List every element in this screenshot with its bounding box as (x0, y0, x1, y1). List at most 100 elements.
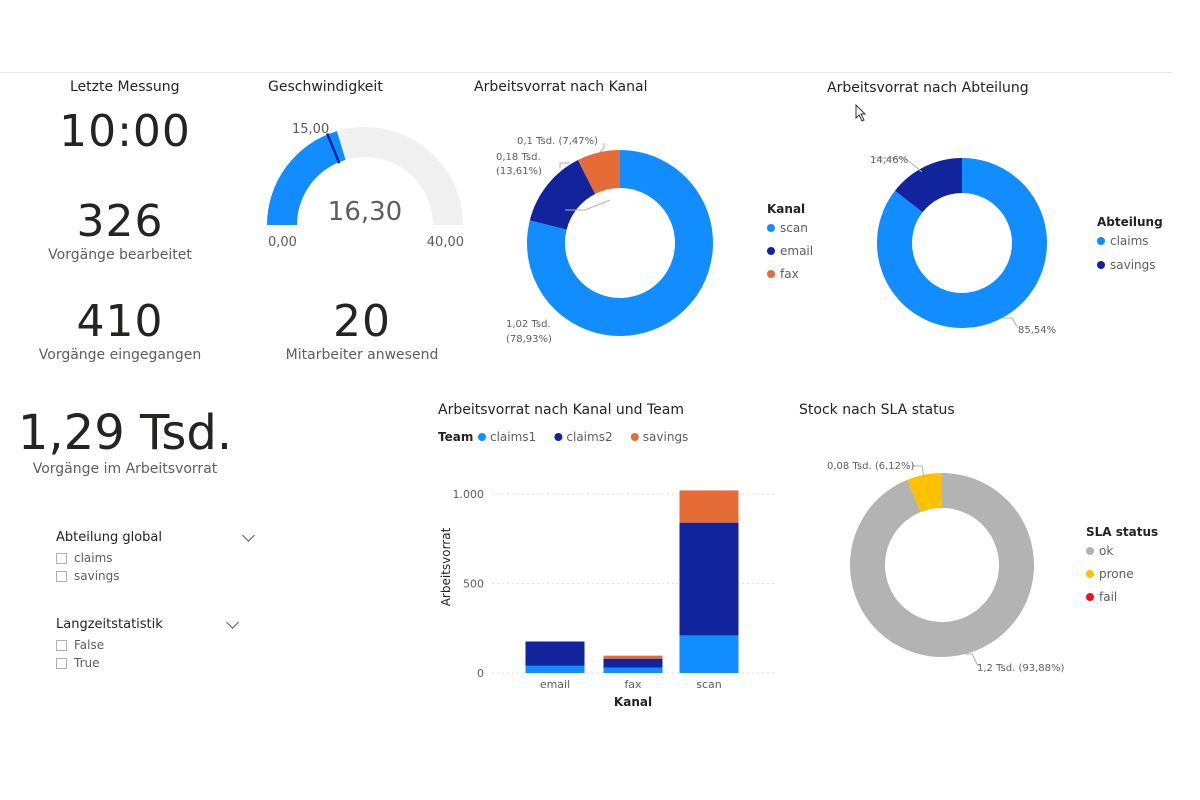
checkbox[interactable] (56, 640, 67, 651)
employees-label: Mitarbeiter anwesend (285, 347, 439, 363)
legend-marker (1097, 261, 1105, 269)
legend-item-claims2[interactable]: claims2 (566, 430, 612, 444)
gauge-title: Geschwindigkeit (268, 79, 383, 95)
gauge-value-arc (267, 131, 346, 225)
slicer-langzeit: Langzeitstatistik False True (56, 616, 256, 672)
slice-label-scan-pct: (78,93%) (506, 334, 552, 345)
bar-fax-claims2[interactable] (603, 658, 663, 668)
legend-item-fail[interactable]: fail (1099, 590, 1117, 604)
legend-item-email[interactable]: email (780, 244, 813, 258)
last-measure-value: 10:00 (59, 106, 191, 157)
leader-line (873, 157, 923, 173)
bar-email-claims1[interactable] (525, 665, 585, 673)
legend-item-fax[interactable]: fax (780, 267, 799, 281)
bar-scan-claims1[interactable] (679, 635, 739, 673)
slicer-option[interactable]: savings (56, 567, 256, 585)
legend-title: Team (438, 430, 473, 444)
legend-item-savings[interactable]: savings (1110, 258, 1156, 272)
employees-value: 20 (333, 296, 391, 347)
donut-sla: 0,08 Tsd. (6,12%) 1,2 Tsd. (93,88%) SLA … (827, 461, 1158, 674)
slicer-option[interactable]: True (56, 654, 256, 672)
bar-email-claims2[interactable] (525, 641, 585, 666)
backlog-value: 1,29 Tsd. (17, 405, 233, 461)
slice-savings[interactable] (894, 158, 962, 213)
slicer-abteilung: Abteilung global claims savings (56, 529, 256, 585)
legend-item-claims[interactable]: claims (1110, 234, 1149, 248)
slice-claims[interactable] (877, 158, 1047, 328)
legend-item-ok[interactable]: ok (1099, 544, 1113, 558)
leader-line (565, 199, 611, 211)
bar-fax-savings[interactable] (603, 655, 663, 659)
donut-abteilung: 14,46% 85,54% Abteilung claims savings (870, 155, 1163, 336)
gauge-min-label: 0,00 (268, 235, 297, 250)
bar-fax-claims1[interactable] (603, 667, 663, 673)
processed-value: 326 (76, 196, 164, 247)
received-value: 410 (76, 296, 164, 347)
gauge-target-label: 15,00 (292, 122, 329, 137)
stacked-bar-chart: Team claims1 claims2 savings 0 500 1.000 ema… (438, 430, 775, 709)
slice-scan[interactable] (527, 150, 713, 336)
checkbox[interactable] (56, 553, 67, 564)
slice-label-fax: 0,1 Tsd. (7,47%) (517, 136, 598, 147)
slicer-option[interactable]: claims (56, 549, 256, 567)
processed-label: Vorgänge bearbeitet (48, 247, 192, 263)
slice-label-prone: 0,08 Tsd. (6,12%) (827, 461, 914, 472)
legend-marker (1086, 570, 1094, 578)
kanal-chart-title: Arbeitsvorrat nach Kanal (474, 79, 648, 95)
slice-label-email-value: 0,18 Tsd. (496, 152, 541, 163)
legend-marker (478, 433, 486, 441)
legend-marker (767, 224, 775, 232)
legend-item-savings[interactable]: savings (643, 430, 689, 444)
slicer-abteilung-title: Abteilung global (56, 530, 162, 545)
legend-marker (1086, 547, 1094, 555)
legend-marker (1097, 237, 1105, 245)
legend-title: Kanal (767, 202, 805, 216)
bar-scan-savings[interactable] (679, 490, 739, 523)
x-tick-label: email (540, 678, 570, 691)
speed-gauge: 16,30 0,00 40,00 15,00 (267, 122, 464, 250)
gauge-value-label: 16,30 (328, 197, 402, 227)
legend-marker (554, 433, 563, 441)
legend-marker (767, 270, 775, 278)
legend-marker (630, 433, 639, 441)
legend-item-scan[interactable]: scan (780, 221, 808, 235)
legend-marker (767, 247, 775, 255)
received-label: Vorgänge eingegangen (38, 347, 202, 363)
gauge-max-label: 40,00 (427, 235, 464, 250)
leader-line (965, 653, 979, 667)
y-axis-label: Arbeitsvorrat (439, 527, 453, 606)
slice-prone[interactable] (907, 473, 942, 513)
y-tick-label: 500 (463, 578, 484, 591)
slice-label-claims: 85,54% (1018, 325, 1056, 336)
slice-ok[interactable] (850, 473, 1034, 657)
x-axis-label: Kanal (614, 695, 652, 709)
slice-label-savings: 14,46% (870, 155, 908, 166)
slice-label-email-pct: (13,61%) (496, 166, 542, 177)
mouse-cursor-icon (855, 104, 867, 122)
header-divider (0, 72, 1172, 73)
legend-marker (1086, 593, 1094, 601)
bar-scan-claims2[interactable] (679, 522, 739, 636)
slice-email[interactable] (529, 160, 596, 230)
legend-title: Abteilung (1097, 215, 1163, 229)
checkbox[interactable] (56, 571, 67, 582)
leader-line (599, 143, 605, 153)
x-tick-label: scan (696, 678, 722, 691)
x-tick-label: fax (624, 678, 642, 691)
sla-chart-title: Stock nach SLA status (799, 402, 955, 418)
bar-chart-title: Arbeitsvorrat nach Kanal und Team (438, 402, 685, 418)
backlog-label: Vorgänge im Arbeitsvorrat (32, 461, 218, 477)
slice-fax[interactable] (577, 150, 620, 194)
slice-label-scan-value: 1,02 Tsd. (506, 319, 551, 330)
legend-item-claims1[interactable]: claims1 (490, 430, 536, 444)
slice-label-ok: 1,2 Tsd. (93,88%) (977, 663, 1064, 674)
legend-title: SLA status (1086, 525, 1158, 539)
slicer-option[interactable]: False (56, 636, 256, 654)
y-tick-label: 1.000 (453, 488, 485, 501)
gauge-target-line (325, 133, 341, 164)
last-measure-title: Letzte Messung (70, 79, 180, 95)
checkbox[interactable] (56, 658, 67, 669)
abteilung-chart-title: Arbeitsvorrat nach Abteilung (827, 80, 1029, 96)
leader-line (1002, 317, 1019, 329)
legend-item-prone[interactable]: prone (1099, 567, 1134, 581)
